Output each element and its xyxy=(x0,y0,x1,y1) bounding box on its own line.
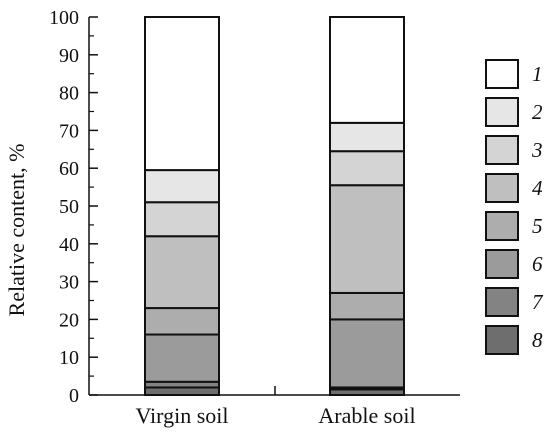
y-tick-label: 0 xyxy=(69,385,79,407)
bar-segment-4 xyxy=(144,235,220,310)
legend-swatch-5 xyxy=(485,211,519,241)
y-tick-label: 100 xyxy=(49,7,79,29)
legend-label-7: 7 xyxy=(532,290,544,314)
bars xyxy=(144,16,405,397)
legend-label-6: 6 xyxy=(532,252,543,276)
x-axis-labels: Virgin soil Arable soil xyxy=(135,403,415,428)
bar-segment-1 xyxy=(144,16,220,172)
legend-swatch-7 xyxy=(485,287,519,317)
y-tick-label: 80 xyxy=(59,83,79,105)
legend-swatch-3 xyxy=(485,135,519,165)
legend-label-4: 4 xyxy=(532,176,543,200)
bar-segment-2 xyxy=(144,169,220,204)
y-tick-label: 20 xyxy=(59,309,79,331)
bar-outline xyxy=(144,16,220,396)
x-category-label: Arable soil xyxy=(318,403,415,428)
legend: 1 2 3 4 5 6 7 8 xyxy=(485,59,544,355)
legend-label-2: 2 xyxy=(532,100,543,124)
legend-swatch-6 xyxy=(485,249,519,279)
y-tick-label: 30 xyxy=(59,272,79,294)
y-tick-label: 10 xyxy=(59,347,79,369)
bar-segment-6 xyxy=(144,333,220,383)
legend-swatch-4 xyxy=(485,173,519,203)
axes: 0 10 20 30 40 50 60 70 80 90 100 xyxy=(49,7,460,407)
legend-label-5: 5 xyxy=(532,214,543,238)
bar-segment-3 xyxy=(144,201,220,238)
bar-segment-6 xyxy=(329,318,405,389)
y-tick-label: 50 xyxy=(59,196,79,218)
y-tick-label: 70 xyxy=(59,120,79,142)
y-tick-label: 60 xyxy=(59,158,79,180)
bar-segment-4 xyxy=(329,184,405,294)
bar-segment-8 xyxy=(144,386,220,397)
legend-swatch-2 xyxy=(485,97,519,127)
y-axis-title-group: Relative content, % xyxy=(4,144,29,317)
legend-swatch-8 xyxy=(485,325,519,355)
y-axis-title: Relative content, % xyxy=(4,144,29,317)
x-category-label: Virgin soil xyxy=(135,403,228,428)
bar-segment-2 xyxy=(329,121,405,153)
legend-swatch-1 xyxy=(485,59,519,89)
bar-segment-1 xyxy=(329,16,405,124)
y-tick-label: 90 xyxy=(59,45,79,67)
legend-label-3: 3 xyxy=(531,138,543,162)
y-tick-label: 40 xyxy=(59,234,79,256)
bar-segment-5 xyxy=(329,291,405,321)
bar-outline xyxy=(329,16,405,396)
legend-label-1: 1 xyxy=(532,62,543,86)
bar-segment-3 xyxy=(329,150,405,187)
legend-label-8: 8 xyxy=(532,328,543,352)
bar-segment-5 xyxy=(144,307,220,336)
